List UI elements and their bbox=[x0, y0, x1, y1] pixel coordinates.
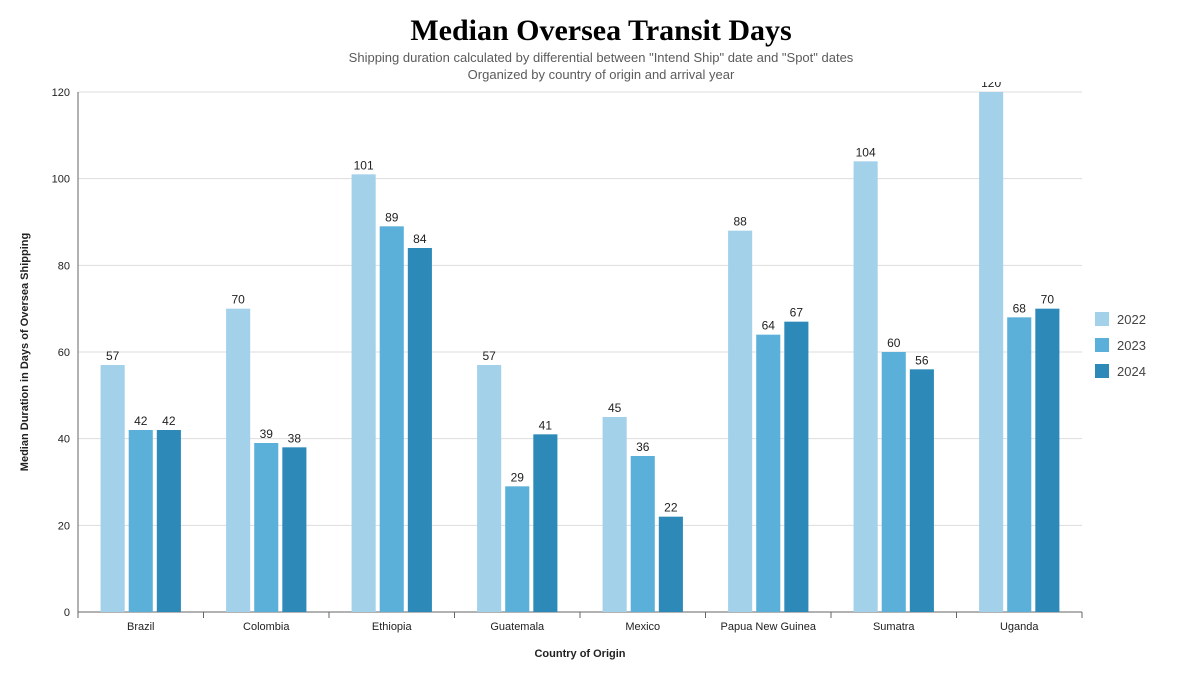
transit-days-chart: Median Oversea Transit Days Shipping dur… bbox=[0, 0, 1202, 700]
bar bbox=[282, 447, 306, 612]
bar bbox=[1035, 309, 1059, 612]
bar-value-label: 101 bbox=[354, 158, 374, 172]
y-tick-label: 120 bbox=[52, 87, 70, 99]
y-tick-label: 80 bbox=[58, 260, 70, 272]
x-tick-label: Sumatra bbox=[873, 621, 915, 633]
bar-value-label: 42 bbox=[134, 414, 148, 428]
y-tick-label: 0 bbox=[64, 607, 70, 619]
bar bbox=[910, 369, 934, 612]
chart-title: Median Oversea Transit Days bbox=[0, 0, 1202, 48]
x-tick-label: Guatemala bbox=[490, 621, 545, 633]
bar-value-label: 70 bbox=[1041, 293, 1055, 307]
x-axis-label: Country of Origin bbox=[534, 648, 625, 660]
bar bbox=[380, 226, 404, 612]
bar bbox=[631, 456, 655, 612]
bar-value-label: 70 bbox=[231, 293, 245, 307]
x-tick-label: Papua New Guinea bbox=[721, 621, 817, 633]
chart-subtitle-line1: Shipping duration calculated by differen… bbox=[0, 50, 1202, 65]
bar-value-label: 57 bbox=[106, 349, 120, 363]
bar-value-label: 64 bbox=[762, 319, 776, 333]
bar bbox=[477, 365, 501, 612]
bar bbox=[352, 174, 376, 612]
y-axis-label: Median Duration in Days of Oversea Shipp… bbox=[19, 233, 31, 471]
bar bbox=[728, 231, 752, 612]
x-tick-label: Uganda bbox=[1000, 621, 1039, 633]
bar-value-label: 22 bbox=[664, 501, 678, 515]
bar-value-label: 89 bbox=[385, 210, 399, 224]
bar-value-label: 67 bbox=[790, 306, 804, 320]
bar-value-label: 29 bbox=[511, 470, 525, 484]
bar-value-label: 36 bbox=[636, 440, 650, 454]
bar-value-label: 45 bbox=[608, 401, 622, 415]
legend-label: 2023 bbox=[1117, 338, 1146, 353]
bar-value-label: 41 bbox=[539, 418, 553, 432]
bar bbox=[505, 486, 529, 612]
bar-value-label: 68 bbox=[1013, 301, 1027, 315]
bar bbox=[533, 434, 557, 612]
chart-subtitle-line2: Organized by country of origin and arriv… bbox=[0, 67, 1202, 82]
bar-value-label: 56 bbox=[915, 353, 929, 367]
bar-value-label: 60 bbox=[887, 336, 901, 350]
x-tick-label: Ethiopia bbox=[372, 621, 413, 633]
bar-value-label: 88 bbox=[733, 215, 747, 229]
bar-value-label: 104 bbox=[856, 145, 876, 159]
bar bbox=[882, 352, 906, 612]
y-tick-label: 100 bbox=[52, 174, 70, 186]
bar bbox=[1007, 317, 1031, 612]
bar-value-label: 120 bbox=[981, 82, 1001, 90]
bar bbox=[784, 322, 808, 612]
bar-value-label: 42 bbox=[162, 414, 176, 428]
bar bbox=[659, 517, 683, 612]
bar bbox=[756, 335, 780, 612]
bar-value-label: 38 bbox=[288, 431, 302, 445]
x-tick-label: Brazil bbox=[127, 621, 155, 633]
bar bbox=[979, 92, 1003, 612]
bar-value-label: 84 bbox=[413, 232, 427, 246]
bar bbox=[157, 430, 181, 612]
legend-swatch bbox=[1095, 338, 1109, 352]
bar bbox=[129, 430, 153, 612]
x-tick-label: Colombia bbox=[243, 621, 290, 633]
bar bbox=[603, 417, 627, 612]
bar bbox=[408, 248, 432, 612]
legend-swatch bbox=[1095, 364, 1109, 378]
legend-label: 2022 bbox=[1117, 312, 1146, 327]
chart-svg: 0 20 40 60 80 100 120 57 42 42 Brazil 70 39 38 Colombi… bbox=[0, 82, 1202, 682]
bar-value-label: 57 bbox=[482, 349, 496, 363]
legend-label: 2024 bbox=[1117, 364, 1146, 379]
bar bbox=[254, 443, 278, 612]
y-tick-label: 20 bbox=[58, 520, 70, 532]
x-tick-label: Mexico bbox=[625, 621, 660, 633]
y-tick-label: 60 bbox=[58, 347, 70, 359]
bar bbox=[226, 309, 250, 612]
legend-swatch bbox=[1095, 312, 1109, 326]
bar-value-label: 39 bbox=[260, 427, 274, 441]
bar bbox=[101, 365, 125, 612]
bar bbox=[854, 161, 878, 612]
y-tick-label: 40 bbox=[58, 434, 70, 446]
